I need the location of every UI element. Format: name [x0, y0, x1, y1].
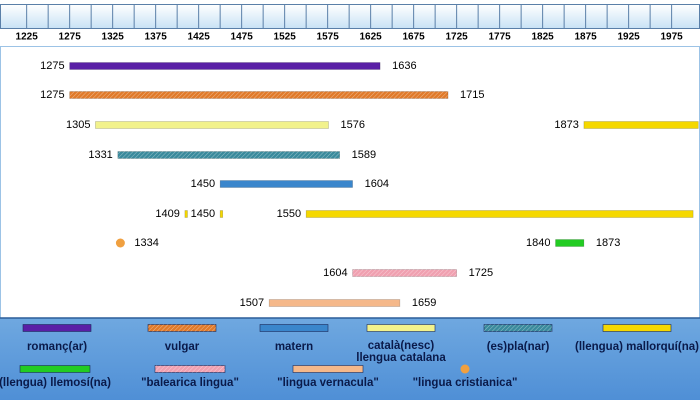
legend-swatch: [259, 324, 329, 332]
x-tick-label: 1825: [532, 32, 555, 43]
bar: [219, 210, 224, 218]
x-tick-label: 1525: [274, 32, 297, 43]
bar-hatch: [117, 151, 340, 159]
bar-hatch: [69, 91, 449, 99]
end-label: 1636: [392, 60, 416, 72]
legend-label: vulgar: [165, 341, 200, 353]
x-tick-label: 1925: [617, 32, 640, 43]
x-tick-label: 1475: [231, 32, 254, 43]
legend-swatch: [292, 365, 364, 373]
legend-label: català(nesc) llengua catalana: [356, 340, 446, 364]
x-tick-label: 1375: [145, 32, 168, 43]
end-label: 1659: [412, 297, 436, 309]
bar-hatch: [352, 269, 457, 277]
legend-swatch: [602, 324, 672, 332]
x-tick-label: 1225: [16, 32, 39, 43]
bar: [69, 62, 381, 70]
bar: [555, 239, 585, 247]
x-tick-label: 1575: [317, 32, 340, 43]
start-label: 1450: [191, 208, 215, 220]
start-label: 1275: [40, 60, 64, 72]
x-tick-label: 1275: [59, 32, 82, 43]
start-label: 1305: [66, 119, 90, 131]
legend-label: (es)pla(nar): [487, 341, 550, 353]
legend-label: (llengua) mallorquí(na): [575, 341, 699, 353]
x-tick-label: 1775: [489, 32, 512, 43]
x-tick-label: 1675: [403, 32, 426, 43]
x-tick-label: 1875: [575, 32, 598, 43]
point: [115, 238, 125, 248]
legend-hatch: [155, 365, 225, 373]
bar: [184, 210, 188, 218]
bar: [219, 180, 353, 188]
bar: [95, 121, 329, 129]
end-label: 1715: [460, 89, 484, 101]
legend-label: "lingua vernacula": [277, 377, 379, 389]
end-label: 1873: [596, 237, 620, 249]
x-tick-label: 1625: [360, 32, 383, 43]
legend-swatch: [460, 364, 470, 374]
start-label: 1450: [191, 178, 215, 190]
start-label: 1550: [277, 208, 301, 220]
legend-label: "balearica lingua": [141, 377, 239, 389]
end-label: 1725: [469, 267, 493, 279]
start-label: 1840: [526, 237, 550, 249]
start-label: 1275: [40, 89, 64, 101]
end-label: 1604: [365, 178, 389, 190]
legend-swatch: [19, 365, 91, 373]
legend-label: matern: [275, 341, 313, 353]
legend-swatch: [366, 324, 436, 332]
x-tick-label: 1725: [446, 32, 469, 43]
start-label: 1331: [88, 149, 112, 161]
start-label: 1334: [134, 237, 158, 249]
start-label: 1507: [240, 297, 264, 309]
legend-hatch: [148, 324, 216, 332]
start-label: 1409: [155, 208, 179, 220]
start-label: 1604: [323, 267, 347, 279]
x-tick-label: 1425: [188, 32, 211, 43]
bar: [583, 121, 699, 129]
legend-swatch: [22, 324, 92, 332]
legend-area: [0, 318, 700, 400]
bar: [305, 210, 694, 218]
bar: [268, 299, 401, 307]
ruler: [0, 4, 700, 29]
end-label: 1576: [341, 119, 365, 131]
end-label: 1589: [352, 149, 376, 161]
start-label: 1873: [554, 119, 578, 131]
x-tick-label: 1975: [660, 32, 683, 43]
legend-hatch: [484, 324, 552, 332]
legend-label: (llengua) llemosí(na): [0, 377, 111, 389]
legend-label: romanç(ar): [27, 341, 87, 353]
legend-label: "lingua cristianica": [413, 377, 518, 389]
x-tick-label: 1325: [102, 32, 125, 43]
